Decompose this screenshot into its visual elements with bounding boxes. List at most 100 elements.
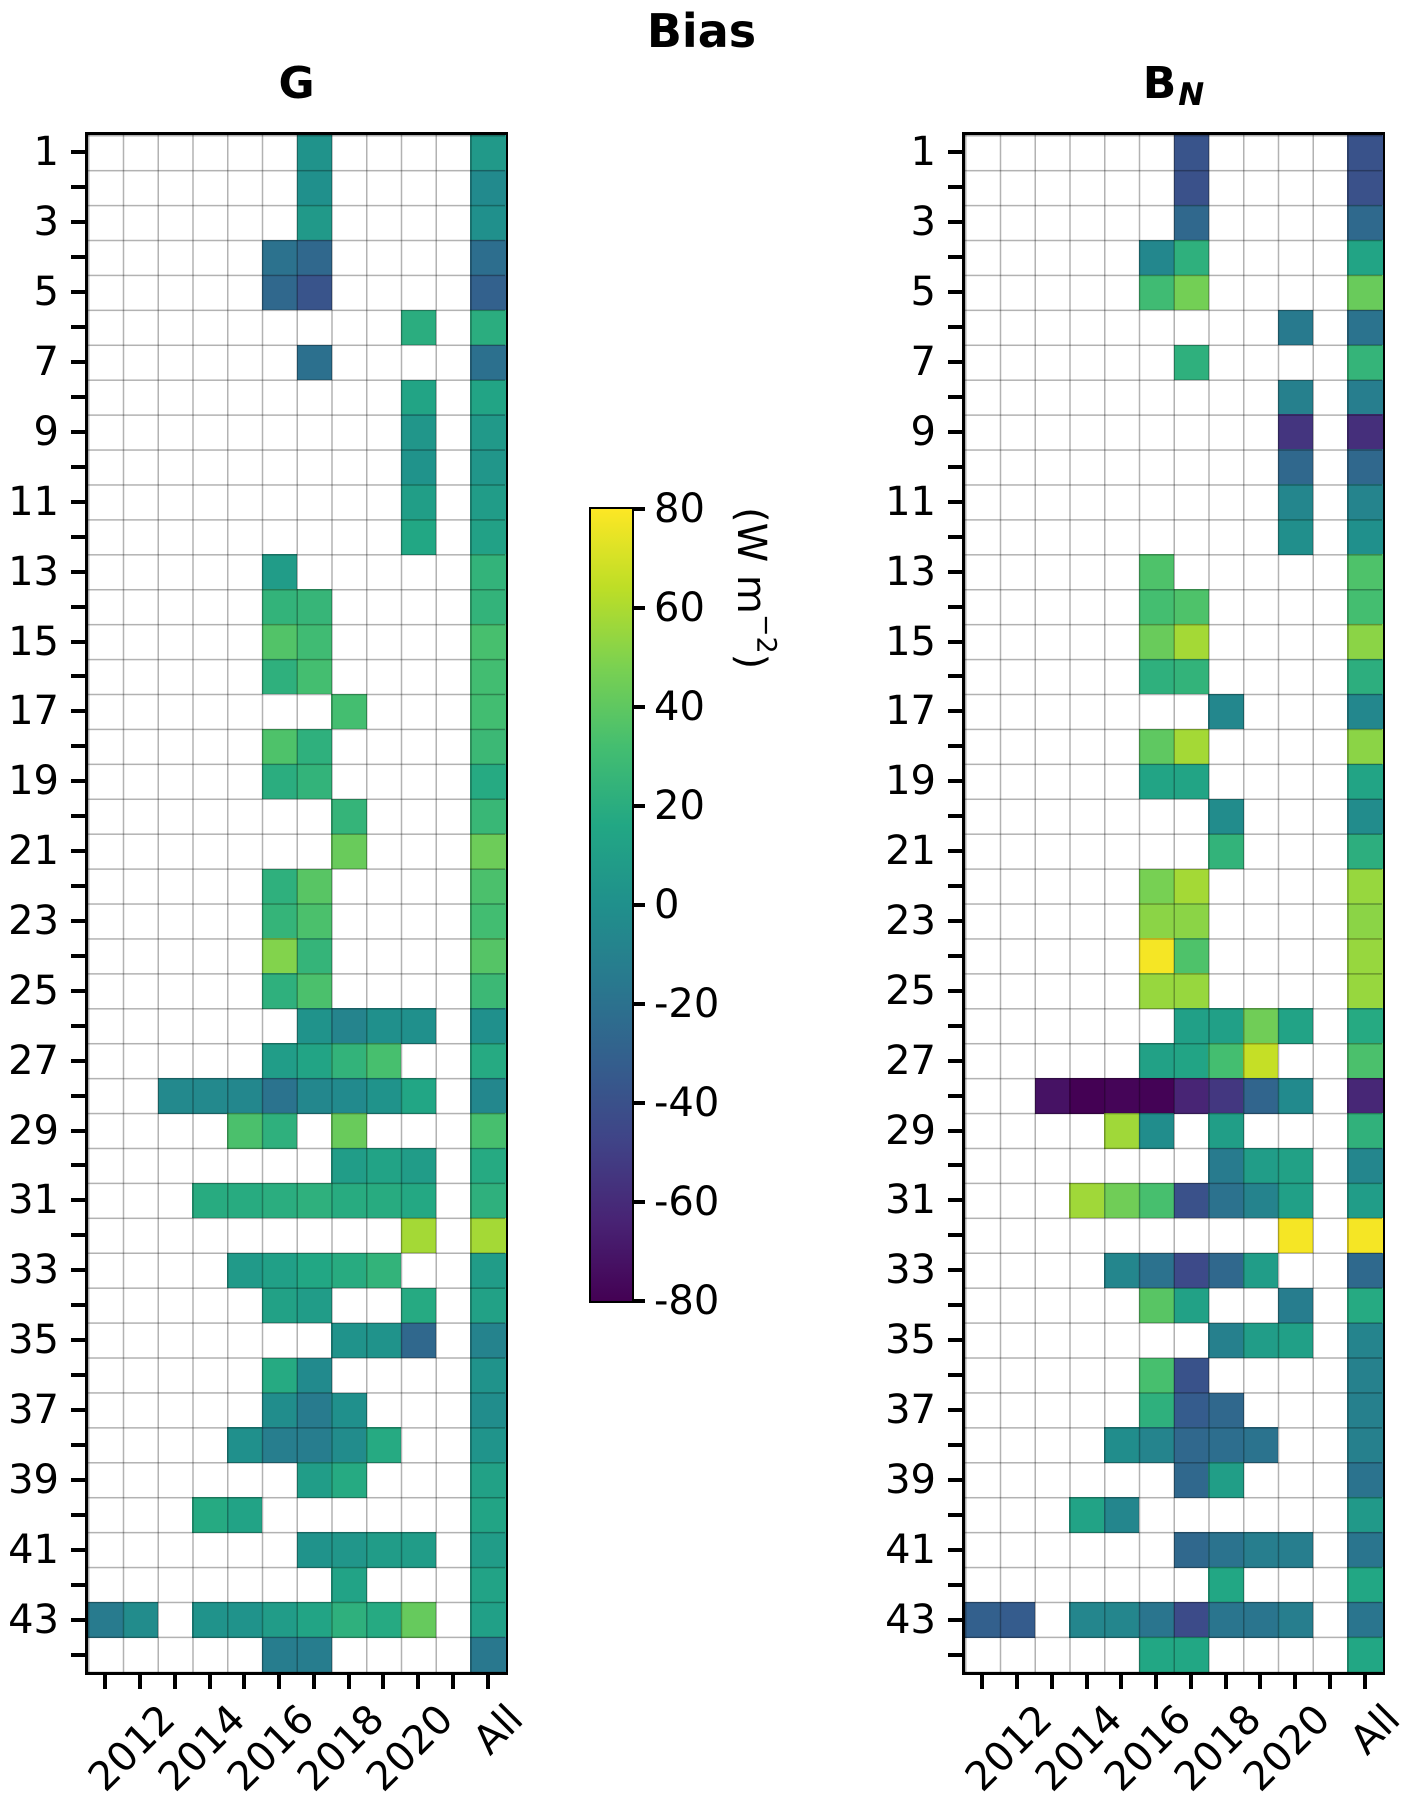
colorbar-tick	[632, 1200, 645, 1204]
heatmap-cell	[296, 135, 332, 171]
heatmap-cell	[400, 379, 436, 415]
y-tick	[948, 290, 962, 295]
heatmap-cell	[1347, 204, 1383, 241]
y-tick-label: 21	[8, 828, 59, 875]
heatmap-cell	[157, 1078, 193, 1114]
heatmap-cell	[400, 484, 436, 520]
x-tick	[1154, 1675, 1159, 1689]
heatmap-cell	[1277, 449, 1313, 485]
heatmap-cell	[1138, 903, 1174, 939]
heatmap-cell	[1277, 1078, 1313, 1114]
heatmap-cell	[1138, 1602, 1174, 1638]
heatmap-cell	[965, 1602, 1001, 1638]
heatmap-cell	[192, 1182, 228, 1219]
heatmap-cell	[1138, 1182, 1174, 1219]
heatmap-cell	[1138, 1637, 1174, 1673]
heatmap-cell	[1347, 693, 1383, 730]
heatmap-cells-bn	[965, 135, 1383, 1673]
heatmap-cell	[1347, 1427, 1383, 1463]
y-tick	[71, 569, 85, 574]
heatmap-cell	[1347, 1008, 1383, 1044]
heatmap-cell	[400, 519, 436, 555]
x-tick	[1258, 1675, 1263, 1689]
heatmap-cell	[1347, 554, 1383, 590]
y-tick	[948, 1023, 962, 1028]
y-tick	[948, 429, 962, 434]
y-tick	[948, 1338, 962, 1343]
heatmap-cell	[296, 1637, 332, 1673]
y-tick	[948, 534, 962, 539]
colorbar-tick	[632, 606, 645, 610]
heatmap-cell	[1347, 1078, 1383, 1114]
heatmap-cell	[366, 1043, 402, 1079]
heatmap-cell	[261, 1602, 297, 1638]
heatmap-panel-bn	[962, 132, 1385, 1675]
heatmap-cell	[331, 1567, 367, 1603]
x-tick	[103, 1675, 108, 1689]
heatmap-cell	[1138, 938, 1174, 974]
heatmap-cell	[1138, 1287, 1174, 1324]
heatmap-cell	[1173, 1252, 1209, 1289]
heatmap-cell	[261, 868, 297, 904]
heatmap-cell	[1277, 1322, 1313, 1359]
y-tick	[71, 325, 85, 330]
heatmap-cell	[1104, 1252, 1140, 1289]
heatmap-cell	[1347, 833, 1383, 870]
heatmap-cell	[470, 204, 506, 241]
heatmap-cell	[1069, 1182, 1105, 1219]
heatmap-cell	[470, 1287, 506, 1324]
heatmap-panel-g	[85, 132, 508, 1675]
heatmap-cell	[1277, 1148, 1313, 1184]
heatmap-cell	[261, 1427, 297, 1463]
heatmap-cell	[1277, 1532, 1313, 1568]
heatmap-cell	[1277, 1602, 1313, 1638]
y-tick	[948, 360, 962, 365]
heatmap-cell	[1173, 973, 1209, 1009]
heatmap-cell	[296, 1427, 332, 1463]
heatmap-cell	[1243, 1148, 1279, 1184]
heatmap-cell	[470, 763, 506, 800]
heatmap-cell	[261, 938, 297, 974]
x-tick	[277, 1675, 282, 1689]
heatmap-cell	[1277, 379, 1313, 415]
y-tick	[71, 360, 85, 365]
colorbar-tick	[632, 507, 645, 511]
y-tick-label: 43	[885, 1596, 936, 1643]
y-tick-label: 29	[885, 1107, 936, 1154]
heatmap-cell	[366, 1008, 402, 1044]
heatmap-cell	[261, 274, 297, 311]
y-tick	[948, 464, 962, 469]
heatmap-cells-g	[88, 135, 506, 1673]
y-tick-label: 13	[8, 548, 59, 595]
x-tick	[1015, 1675, 1020, 1689]
y-tick-label: 19	[885, 758, 936, 805]
heatmap-cell	[1173, 135, 1209, 171]
x-tick	[1362, 1675, 1367, 1689]
heatmap-cell	[1347, 1532, 1383, 1568]
y-tick	[71, 429, 85, 434]
heatmap-cell	[1208, 798, 1244, 835]
heatmap-cell	[261, 1252, 297, 1289]
heatmap-cell	[366, 1182, 402, 1219]
heatmap-cell	[470, 1182, 506, 1219]
y-tick-label: 37	[885, 1387, 936, 1433]
heatmap-cell	[1208, 1043, 1244, 1079]
y-tick	[71, 1128, 85, 1133]
heatmap-cell	[1277, 519, 1313, 555]
y-tick	[948, 1512, 962, 1517]
y-tick-label: 33	[8, 1247, 59, 1294]
heatmap-cell	[400, 449, 436, 485]
heatmap-cell	[1173, 903, 1209, 939]
heatmap-cell	[470, 135, 506, 171]
heatmap-cell	[1347, 1462, 1383, 1498]
heatmap-cell	[1208, 1252, 1244, 1289]
heatmap-cell	[1138, 624, 1174, 660]
heatmap-cell	[331, 1392, 367, 1428]
heatmap-cell	[470, 1322, 506, 1359]
heatmap-cell	[470, 589, 506, 625]
heatmap-cell	[1243, 1078, 1279, 1114]
heatmap-cell	[1173, 1287, 1209, 1324]
y-tick	[71, 1338, 85, 1343]
colorbar-unit-label: (W m−2)	[728, 507, 782, 670]
y-tick	[71, 1477, 85, 1482]
